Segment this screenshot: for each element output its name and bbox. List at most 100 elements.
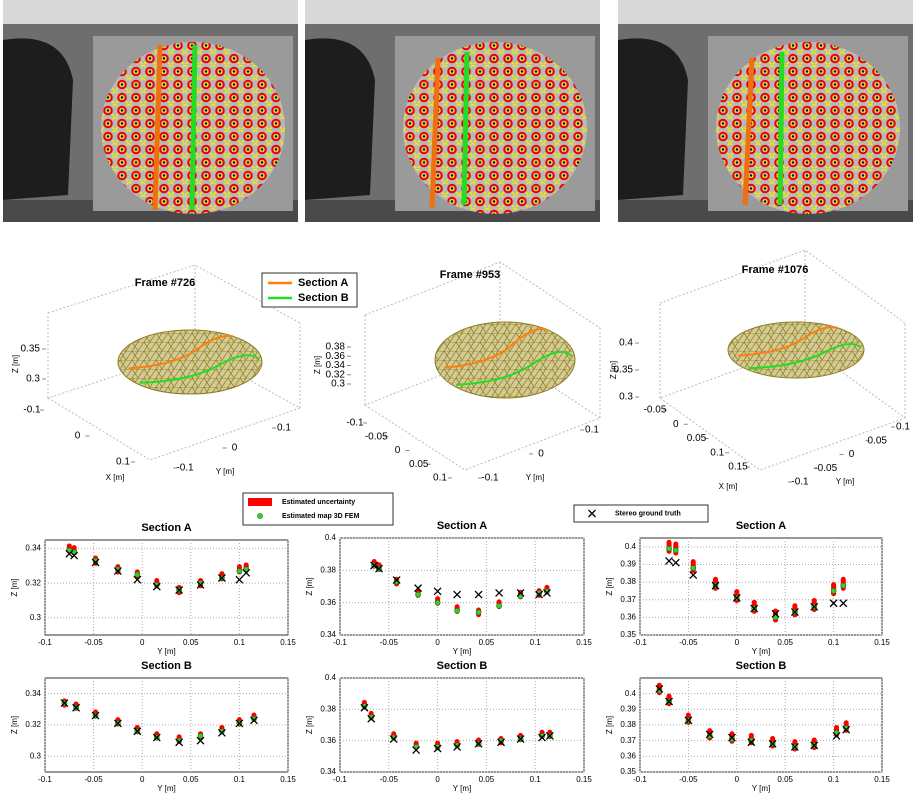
truth-point xyxy=(832,732,841,740)
fem-point xyxy=(454,607,460,614)
x-tick-label: 0 xyxy=(140,638,145,647)
x-tick-label: -0.05 xyxy=(679,775,698,784)
x-axis-label: Y [m] xyxy=(157,784,176,793)
y-tick-label: 0.4 xyxy=(325,673,337,682)
section-b-curve xyxy=(455,350,573,386)
surface-mesh xyxy=(117,329,263,395)
tick-label: 0.3 xyxy=(619,392,633,403)
x-tick-label: 0.05 xyxy=(777,638,793,647)
truth-point xyxy=(842,725,851,734)
y-tick-label: 0.3 xyxy=(30,613,42,622)
y-tick-label: 0.36 xyxy=(320,598,336,607)
tick-label: -0.1 xyxy=(481,473,499,484)
legend-estimates xyxy=(242,492,394,526)
truth-point xyxy=(196,580,205,589)
z-axis-label: Z [m] xyxy=(609,361,618,379)
truth-point xyxy=(196,736,205,745)
truth-point xyxy=(65,549,74,558)
truth-point xyxy=(665,556,673,565)
fem-point xyxy=(257,513,263,519)
tick-label: 0.1 xyxy=(433,473,447,484)
section-a-curve xyxy=(128,334,234,370)
tick-label: 0.3 xyxy=(26,374,40,385)
legend-label: Estimated uncertainty xyxy=(282,499,355,506)
fem-point xyxy=(729,736,735,742)
tick-label: 0.1 xyxy=(277,423,291,434)
x-tick-label: 0 xyxy=(435,638,440,647)
x-tick-label: -0.1 xyxy=(633,775,647,784)
tick-label: -0.05 xyxy=(814,463,837,474)
chart-title: Section B xyxy=(437,660,488,672)
truth-point xyxy=(768,739,777,748)
tick-label: -0.1 xyxy=(176,463,194,474)
chart-title: Section B xyxy=(141,660,192,672)
truth-point xyxy=(665,697,673,706)
photo-frame-1076 xyxy=(618,0,913,222)
box-edge xyxy=(364,261,601,329)
chart-title: Section A xyxy=(141,522,191,534)
x-tick-label: 0.05 xyxy=(183,638,199,647)
section-a-curve xyxy=(738,326,838,357)
x-tick-label: -0.1 xyxy=(38,775,52,784)
truth-point xyxy=(217,574,226,582)
truth-point xyxy=(70,551,79,560)
tick-label: 0.3 xyxy=(331,379,345,390)
truth-point xyxy=(235,719,244,728)
truth-point xyxy=(242,568,251,577)
truth-point xyxy=(113,567,122,576)
fem-point xyxy=(830,588,837,594)
tick-label: -0.05 xyxy=(644,405,667,416)
y-tick-label: 0.34 xyxy=(320,630,336,639)
tick-label: 0.4 xyxy=(619,338,633,349)
x-axis-label: Y [m] xyxy=(752,647,771,656)
truth-point xyxy=(414,584,423,593)
truth-point xyxy=(433,587,442,596)
y-tick-label: 0.35 xyxy=(620,630,636,639)
tick-label: 0.32 xyxy=(326,369,346,380)
truth-point xyxy=(655,685,664,693)
truth-point xyxy=(545,732,554,740)
truth-point xyxy=(728,733,736,742)
fem-point xyxy=(197,733,204,739)
tick-label: 0.05 xyxy=(409,459,429,470)
x-tick-label: -0.05 xyxy=(84,775,103,784)
chart-title: Section B xyxy=(736,660,787,672)
truth-point xyxy=(370,561,379,570)
y-tick-label: 0.39 xyxy=(620,560,636,569)
truth-point xyxy=(771,609,780,618)
y-tick-label: 0.3 xyxy=(30,751,42,760)
tick-label: 0 xyxy=(395,445,401,456)
truth-point xyxy=(810,741,819,750)
photo-frame-953 xyxy=(305,0,600,222)
tick-label: 0.1 xyxy=(585,425,599,436)
fem-point xyxy=(176,737,182,744)
x-tick-label: 0.05 xyxy=(479,775,495,784)
truth-point xyxy=(453,742,462,751)
y-tick-label: 0.32 xyxy=(25,720,41,729)
x-axis-label: X [m] xyxy=(719,482,738,491)
x-tick-label: -0.05 xyxy=(380,638,399,647)
truth-point xyxy=(542,589,551,597)
truth-point xyxy=(175,586,184,595)
x-axis-label: Y [m] xyxy=(453,784,472,793)
box-edge xyxy=(659,249,906,324)
truth-point xyxy=(747,738,756,747)
x-tick-label: 0.05 xyxy=(479,638,495,647)
tick-label: 0.1 xyxy=(116,457,130,468)
y-tick-label: 0.4 xyxy=(325,533,337,542)
y-tick-label: 0.37 xyxy=(620,736,636,745)
fem-point xyxy=(536,590,542,596)
fem-point xyxy=(134,571,141,578)
z-axis-label: Z [m] xyxy=(11,355,20,373)
x-tick-label: 0.15 xyxy=(874,638,890,647)
tick-label: -0.1 xyxy=(23,405,41,416)
fem-point xyxy=(496,603,502,609)
chart-title: Frame #953 xyxy=(440,269,501,281)
legend-label: Stereo ground truth xyxy=(615,510,681,517)
section-b-curve xyxy=(139,354,260,384)
fem-point xyxy=(393,578,400,585)
tick-label: 0.1 xyxy=(710,447,724,458)
legend-label: Estimated map 3D FEM xyxy=(282,513,360,520)
truth-point xyxy=(433,744,442,753)
